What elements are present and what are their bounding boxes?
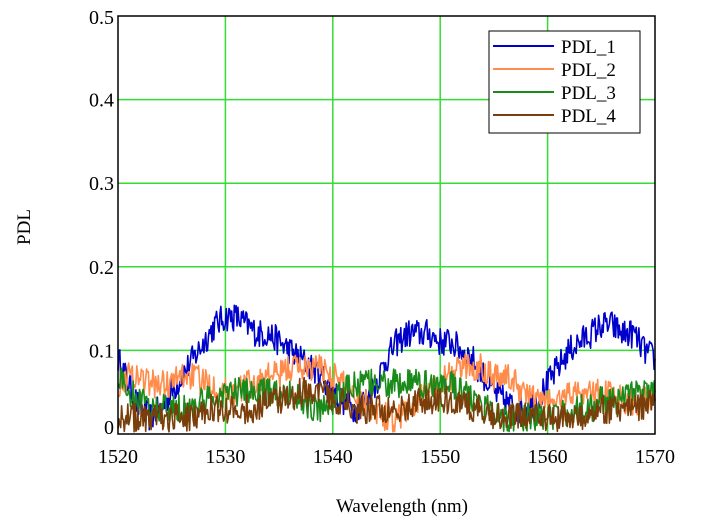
y-axis-label: PDL [14,209,35,245]
x-tick-label: 1540 [313,446,353,468]
x-tick-label: 1530 [205,446,245,468]
legend-label: PDL_3 [561,83,616,104]
series-line-pdl-1 [117,304,656,431]
y-tick-label: 0.4 [89,90,114,112]
legend-label: PDL_1 [561,37,616,58]
y-tick-label: 0 [104,417,114,439]
y-tick-label: 0.5 [89,7,114,29]
x-tick-label: 1560 [528,446,568,468]
y-tick-label: 0.2 [89,257,114,279]
x-tick-label: 1550 [420,446,460,468]
plot-frame [117,15,656,435]
legend-box [488,30,641,134]
series-line-pdl-2 [117,353,656,433]
x-tick-label: 1570 [635,446,675,468]
series-lines [117,304,656,433]
legend-label: PDL_4 [561,106,616,127]
y-tick-label: 0.1 [89,340,114,362]
x-tick-labels: 1520 1530 1540 1550 1560 1570 [98,446,675,468]
y-tick-label: 0.3 [89,173,114,195]
x-axis-label: Wavelength (nm) [336,496,468,517]
legend-label: PDL_2 [561,60,616,81]
series-line-pdl-4 [117,376,656,433]
y-tick-labels: 0 0.1 0.2 0.3 0.4 0.5 [89,7,114,439]
x-tick-label: 1520 [98,446,138,468]
